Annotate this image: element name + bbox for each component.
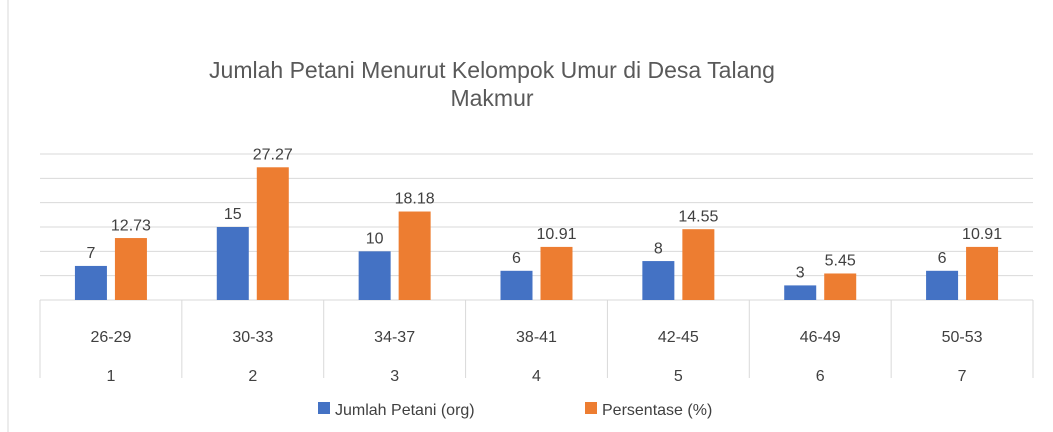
x-tick-label: 30-33 xyxy=(232,329,273,346)
x-group-label: 2 xyxy=(248,368,257,385)
bar xyxy=(784,285,817,300)
legend-label: Persentase (%) xyxy=(602,402,712,419)
bar xyxy=(114,238,147,300)
bar xyxy=(966,246,999,300)
bar xyxy=(74,265,107,300)
data-label: 7 xyxy=(86,245,95,262)
x-tick-label: 50-53 xyxy=(942,329,983,346)
bar xyxy=(682,229,715,300)
x-tick-label: 42-45 xyxy=(658,329,699,346)
bar xyxy=(216,227,249,300)
bar xyxy=(256,167,289,300)
legend-label: Jumlah Petani (org) xyxy=(335,402,475,419)
x-group-label: 3 xyxy=(390,368,399,385)
x-group-label: 1 xyxy=(106,368,115,385)
x-group-label: 5 xyxy=(674,368,683,385)
data-label: 10.91 xyxy=(536,226,576,243)
data-label: 3 xyxy=(796,265,805,282)
x-tick-label: 26-29 xyxy=(90,329,131,346)
x-group-label: 4 xyxy=(532,368,541,385)
data-label: 6 xyxy=(938,250,947,267)
data-label: 12.73 xyxy=(111,217,151,234)
x-tick-label: 46-49 xyxy=(800,329,841,346)
chart-title: Jumlah Petani Menurut Kelompok Umur di D… xyxy=(209,57,775,111)
data-label: 18.18 xyxy=(395,191,435,208)
data-label: 5.45 xyxy=(825,253,856,270)
bar xyxy=(358,251,391,300)
legend-swatch xyxy=(318,402,330,414)
x-tick-label: 38-41 xyxy=(516,329,557,346)
data-label: 6 xyxy=(512,250,521,267)
legend-swatch xyxy=(585,402,597,414)
data-label: 8 xyxy=(654,240,663,257)
data-label: 15 xyxy=(224,206,242,223)
bar xyxy=(500,270,533,300)
data-label: 10.91 xyxy=(962,226,1002,243)
bar xyxy=(926,270,959,300)
x-group-label: 7 xyxy=(958,368,967,385)
bar xyxy=(398,211,431,300)
data-label: 10 xyxy=(366,231,384,248)
x-tick-label: 34-37 xyxy=(374,329,415,346)
bar xyxy=(642,261,675,300)
data-label: 14.55 xyxy=(678,208,718,225)
x-group-label: 6 xyxy=(816,368,825,385)
bar xyxy=(824,273,857,300)
bar xyxy=(540,246,573,300)
data-label: 27.27 xyxy=(253,147,293,164)
